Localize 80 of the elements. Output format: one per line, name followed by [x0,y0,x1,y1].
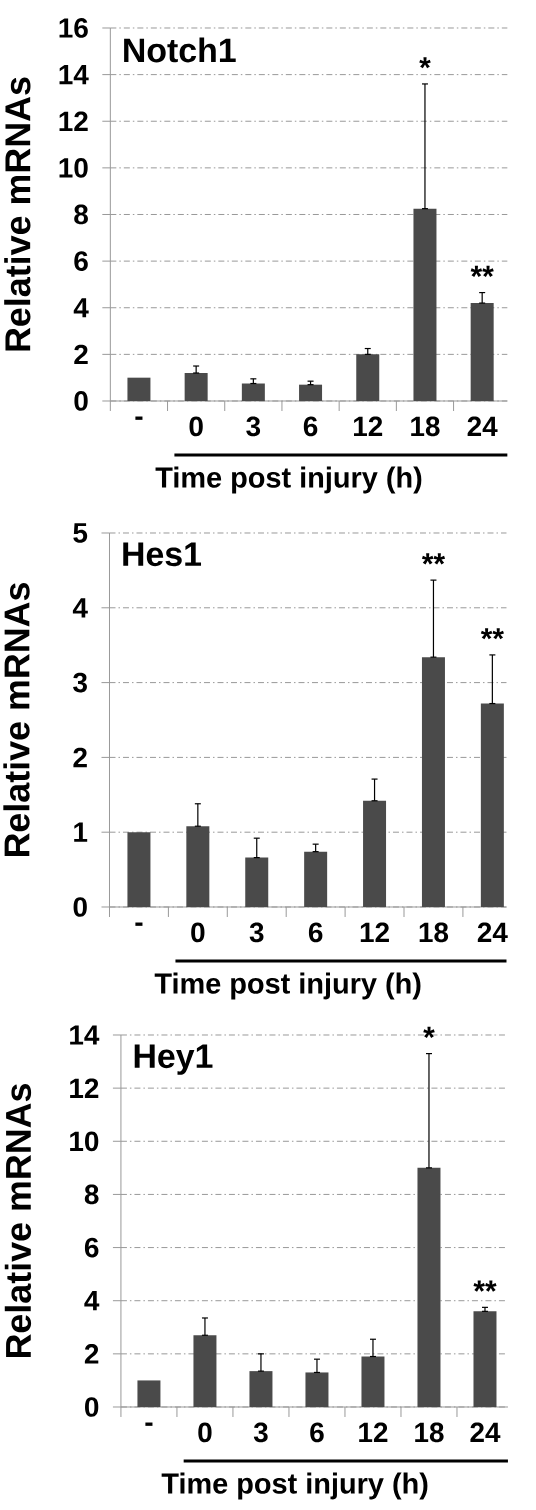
x-tick-label: 0 [191,922,205,943]
y-tick-label: 0 [73,897,87,917]
chart-title: Notch1 [124,37,236,63]
x-tick-label: 3 [253,1422,268,1443]
annotation: ** [421,553,446,565]
y-tick-label: 16 [59,18,88,38]
x-tick-label: 18 [411,416,440,437]
y-tick-label: 0 [74,391,88,411]
bar [361,1356,385,1407]
bar [245,857,269,907]
x-tick-label: 6 [303,416,318,437]
y-tick-label: 12 [59,111,88,131]
bar [186,826,210,907]
annotation: ** [473,1280,497,1292]
y-tick-label: 4 [73,298,89,318]
bar [193,1335,217,1407]
bar [299,384,323,401]
bar [127,832,151,907]
x-tick-label: - [145,1422,153,1426]
x-tick-label: 6 [308,922,323,943]
y-tick-label: 10 [70,1131,99,1152]
bar [305,1372,329,1407]
bar [470,303,494,401]
y-axis-title: Relative mRNAs [4,1084,32,1358]
y-tick-label: 2 [74,344,88,365]
x-tick-label: - [135,416,143,420]
x-tick-label: 3 [246,416,261,437]
y-tick-label: 12 [70,1078,99,1098]
x-tick-label: 0 [189,416,203,437]
bar [480,703,504,907]
x-tick-label: 18 [415,1422,444,1443]
x-tick-label: 24 [467,416,498,436]
y-tick-label: 8 [74,204,88,225]
y-tick-label: 8 [84,1184,99,1205]
x-tick-label: 12 [360,922,389,942]
y-tick-label: 14 [59,65,89,85]
x-tick-label: 6 [310,1422,324,1443]
y-tick-label: 0 [85,1397,99,1417]
y-tick-label: 2 [84,1344,99,1364]
x-tick-label: 18 [419,922,449,943]
bar [363,800,387,907]
y-tick-label: 4 [84,1291,100,1311]
y-tick-label: 10 [59,158,88,178]
y-tick-label: 1 [74,822,88,842]
bar [184,373,208,401]
y-axis-title: Relative mRNAs [3,583,30,857]
x-tick-label: 12 [354,416,383,436]
y-tick-label: 6 [84,1237,99,1258]
bar [304,851,328,907]
x-axis-title: Time post injury (h) [154,972,421,1000]
y-tick-label: 14 [70,1025,100,1045]
chart-title: Hey1 [134,1044,213,1075]
annotation: ** [480,628,504,640]
bar [417,1167,441,1407]
y-tick-label: 3 [73,672,87,693]
bar [241,383,265,401]
y-tick-label: 5 [73,523,88,543]
annotation: * [423,1026,435,1038]
x-axis-title: Time post injury (h) [161,1472,428,1500]
annotation: * [419,57,431,69]
y-tick-label: 6 [74,251,88,271]
y-tick-label: 2 [73,747,87,768]
chart-title: Hes1 [123,542,202,567]
x-tick-label: 3 [249,922,264,943]
x-tick-label: - [135,922,143,926]
y-tick-label: 4 [72,598,88,618]
bar [421,657,445,907]
bar [127,377,151,401]
y-axis-title: Relative mRNAs [4,77,31,351]
x-tick-label: 24 [470,1422,501,1442]
x-tick-label: 12 [359,1422,388,1442]
bar [413,208,437,401]
x-axis-title: Time post injury (h) [155,466,422,494]
bar [137,1380,161,1407]
bar [473,1311,497,1407]
bar [249,1371,273,1407]
annotation: ** [470,265,494,277]
x-tick-label: 24 [477,922,508,942]
x-tick-label: 0 [198,1422,212,1443]
bar [356,354,380,401]
